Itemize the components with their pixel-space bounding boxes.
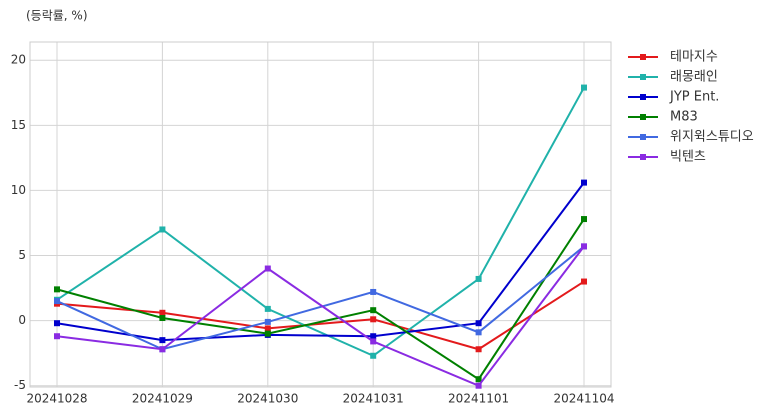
x-tick-label: 20241104 <box>553 392 614 406</box>
series-line <box>56 280 585 351</box>
point-marker <box>264 265 271 272</box>
y-tick-label: 10 <box>11 183 26 197</box>
legend-marker <box>640 134 646 140</box>
point-marker <box>264 325 271 332</box>
point-marker <box>475 329 482 336</box>
point-marker <box>581 243 587 250</box>
point-marker <box>581 216 587 223</box>
point-marker <box>370 288 377 295</box>
y-axis-label: (등락률, %) <box>26 9 88 23</box>
legend-marker <box>640 54 646 60</box>
point-marker <box>581 84 587 91</box>
legend-marker <box>640 74 646 80</box>
point-marker <box>475 346 482 353</box>
series-line <box>56 87 585 357</box>
point-marker <box>475 376 482 383</box>
point-marker <box>370 338 377 345</box>
point-marker <box>54 333 60 340</box>
plot-frame <box>29 41 612 388</box>
point-marker <box>581 278 587 285</box>
point-marker <box>370 307 377 314</box>
series-line <box>56 182 585 342</box>
series-line <box>56 245 585 351</box>
point-marker <box>370 316 377 323</box>
series-line <box>56 218 585 381</box>
point-marker <box>159 309 166 316</box>
point-marker <box>475 320 482 327</box>
x-tick-label: 20241028 <box>26 392 87 406</box>
point-marker <box>370 352 377 359</box>
y-tick-label: 5 <box>18 248 26 262</box>
x-tick-label: 20241101 <box>448 392 509 406</box>
point-marker <box>159 315 166 321</box>
point-marker <box>264 305 271 312</box>
legend-marker <box>640 114 646 120</box>
point-marker <box>159 337 166 344</box>
legend-marker <box>640 94 646 100</box>
point-marker <box>159 226 166 233</box>
point-marker <box>264 330 271 337</box>
point-marker <box>475 382 482 389</box>
y-tick-label: 15 <box>11 118 26 132</box>
point-marker <box>54 298 60 305</box>
point-marker <box>581 179 587 186</box>
point-marker <box>264 318 271 325</box>
y-tick-label: 20 <box>11 53 26 67</box>
legend-marker <box>640 154 646 160</box>
y-tick-label: -5 <box>14 378 26 392</box>
legend-label: 테마지수 <box>670 50 718 65</box>
series-line <box>56 245 585 387</box>
legend-label: M83 <box>670 110 698 125</box>
legend-label: 위지윅스튜디오 <box>670 130 754 145</box>
point-marker <box>54 320 60 327</box>
legend-label: 래몽래인 <box>670 70 718 85</box>
y-tick-label: 0 <box>18 313 26 327</box>
point-marker <box>475 275 482 282</box>
x-tick-label: 20241030 <box>237 392 298 406</box>
x-tick-label: 20241031 <box>343 392 404 406</box>
point-marker <box>370 333 377 340</box>
x-tick-label: 20241029 <box>132 392 193 406</box>
point-marker <box>159 346 166 353</box>
legend-label: 빅텐츠 <box>670 150 706 165</box>
legend-label: JYP Ent. <box>669 90 719 105</box>
point-marker <box>54 286 60 293</box>
